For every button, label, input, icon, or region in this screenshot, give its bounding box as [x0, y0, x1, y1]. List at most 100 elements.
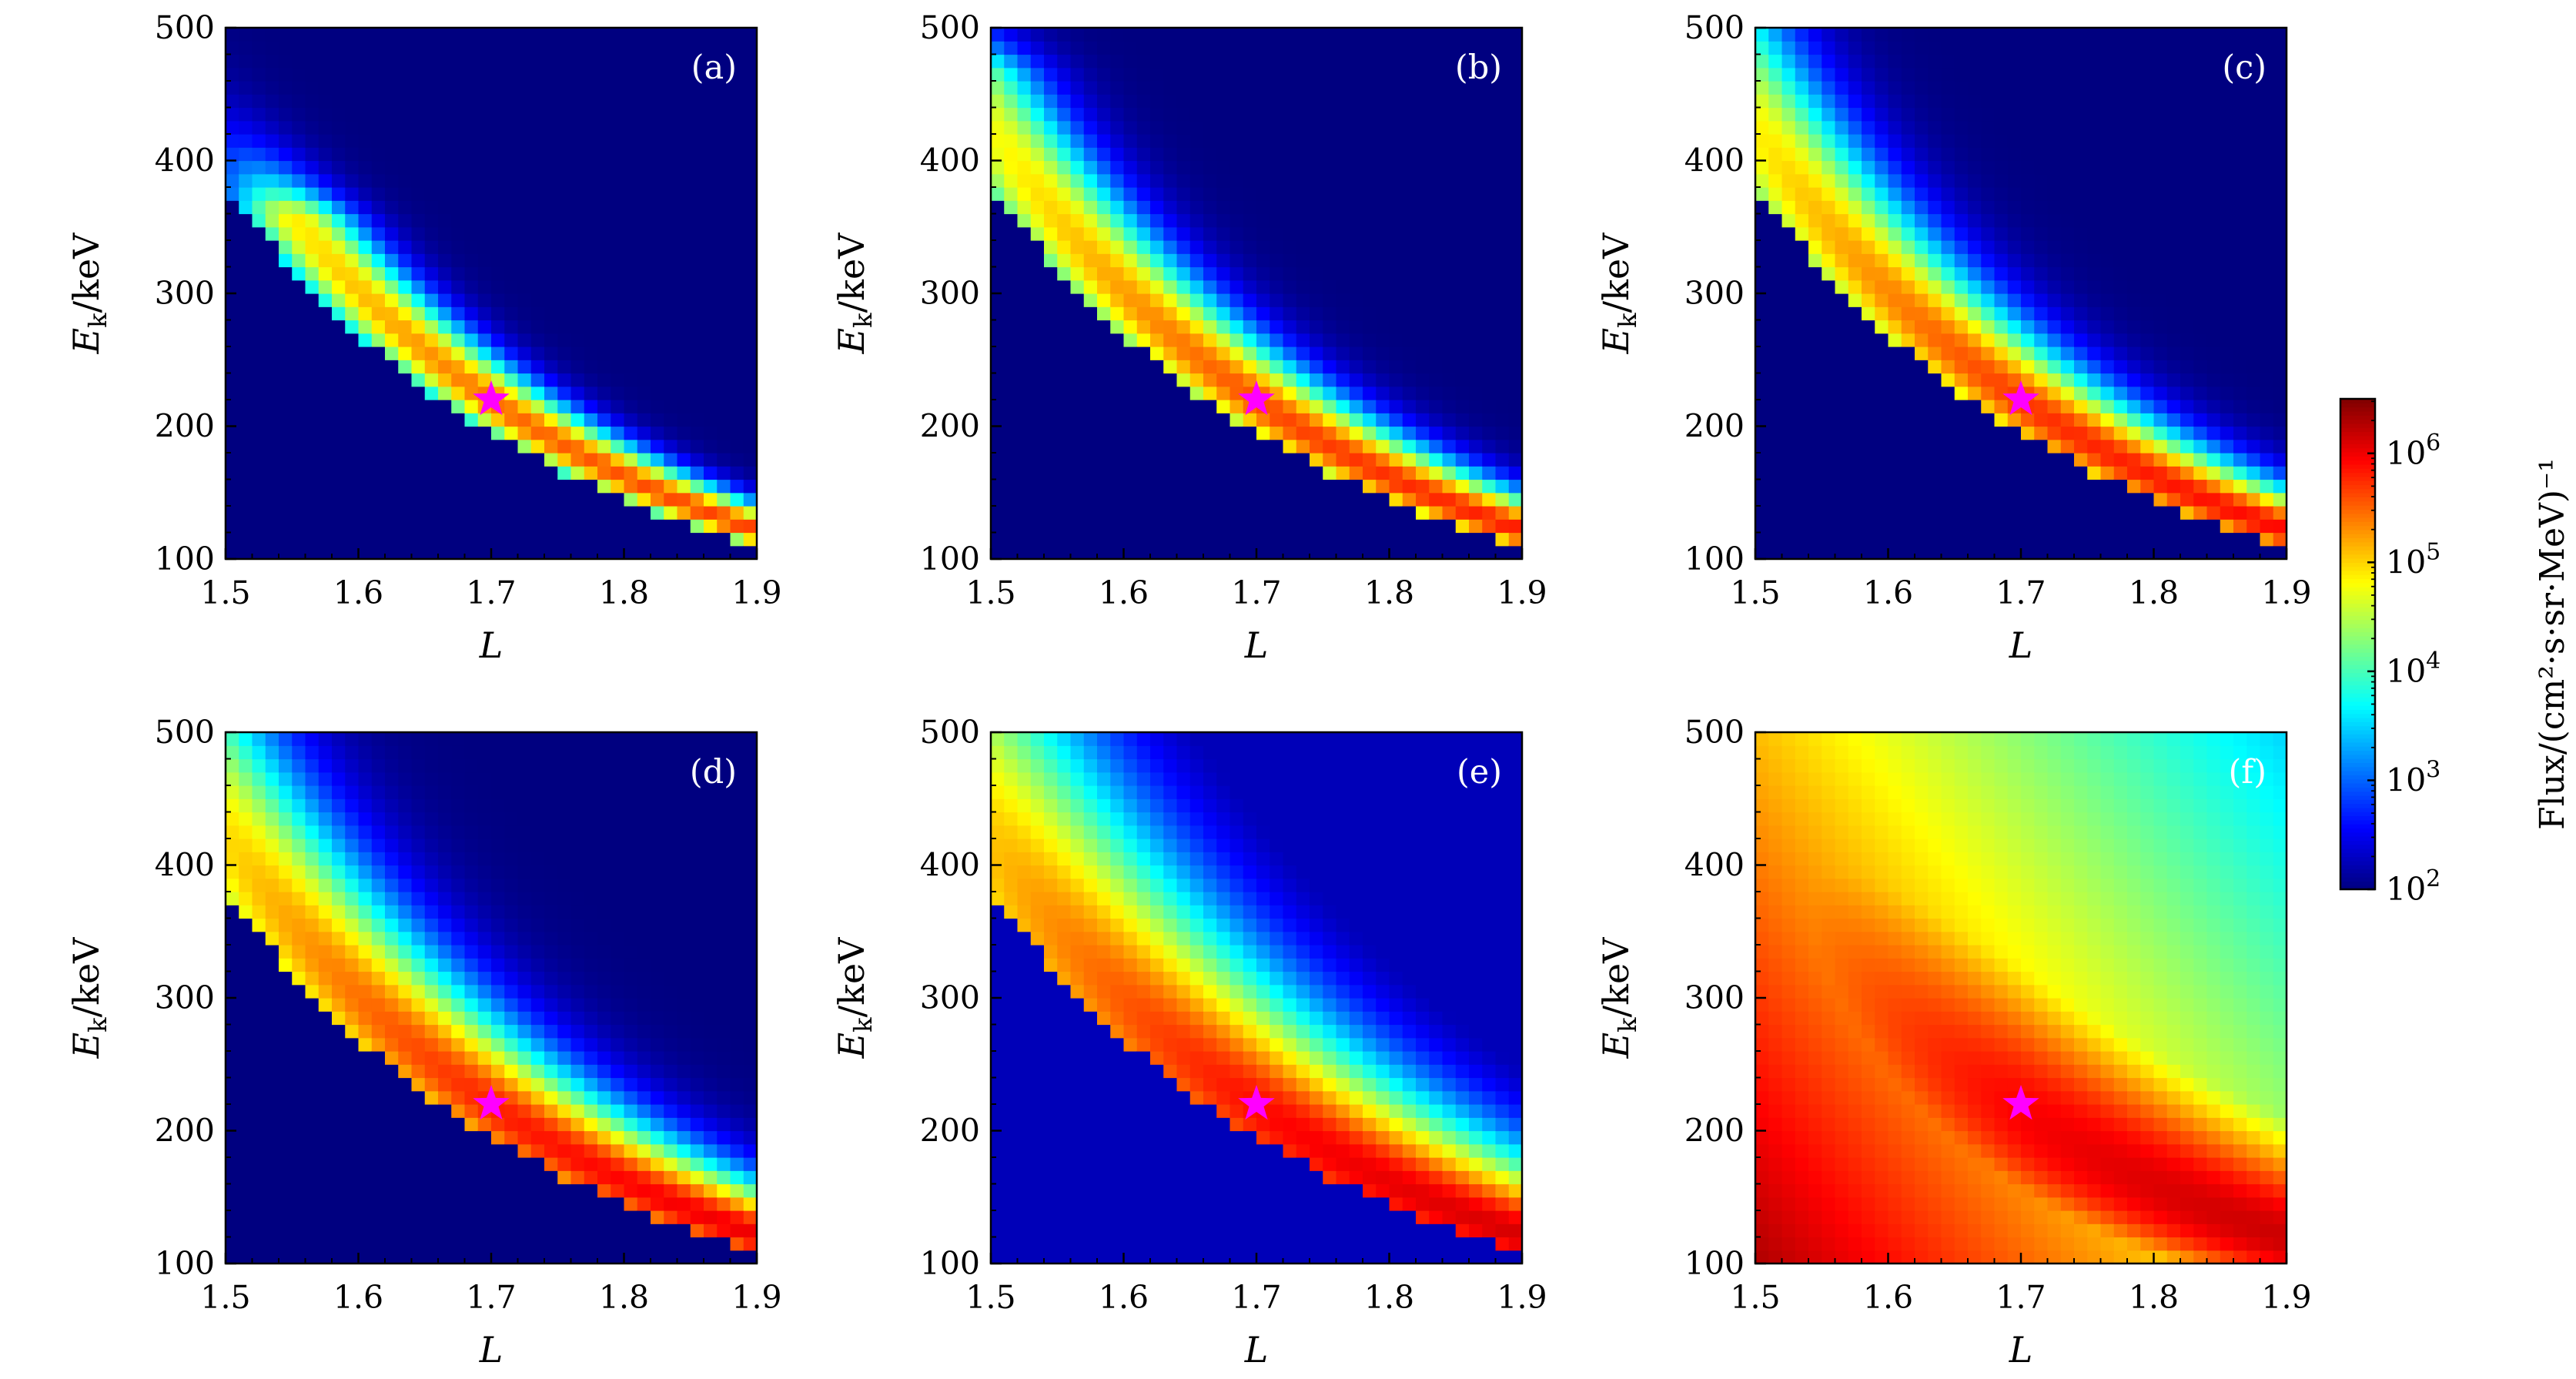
- heatmap-cell: [226, 373, 239, 387]
- heatmap-cell: [1455, 213, 1470, 228]
- heatmap-cell: [1229, 120, 1244, 135]
- heatmap-cell: [292, 373, 306, 387]
- heatmap-cell: [1243, 67, 1257, 82]
- heatmap-cell: [651, 67, 664, 82]
- heatmap-cell: [2166, 28, 2181, 42]
- heatmap-cell: [1994, 173, 2009, 188]
- heatmap-cell: [1136, 41, 1151, 55]
- heatmap-cell: [570, 253, 585, 268]
- heatmap-cell: [2220, 545, 2234, 560]
- heatmap-cell: [570, 266, 585, 281]
- heatmap-cell: [2100, 306, 2115, 321]
- x-tick-label: 1.8: [1364, 574, 1414, 611]
- heatmap-cell: [2034, 120, 2049, 135]
- heatmap-cell: [2100, 453, 2115, 467]
- heatmap-cell: [1270, 320, 1284, 334]
- heatmap-cell: [411, 439, 426, 454]
- heatmap-cell: [1862, 94, 1875, 109]
- heatmap-cell: [1848, 120, 1862, 135]
- heatmap-cell: [1389, 346, 1403, 360]
- heatmap-cell: [451, 346, 466, 360]
- heatmap-cell: [2140, 240, 2155, 254]
- heatmap-cell: [743, 466, 758, 480]
- heatmap-cell: [517, 147, 532, 162]
- heatmap-cell: [1083, 492, 1098, 507]
- heatmap-cell: [611, 506, 625, 520]
- heatmap-cell: [292, 240, 306, 254]
- heatmap-cell: [2100, 28, 2115, 42]
- heatmap-cell: [1349, 426, 1363, 440]
- heatmap-cell: [1349, 439, 1363, 454]
- heatmap-cell: [279, 519, 293, 534]
- heatmap-cell: [2260, 134, 2274, 148]
- heatmap-cell: [2166, 147, 2181, 162]
- heatmap-cell: [2233, 266, 2247, 281]
- heatmap-cell: [2233, 107, 2247, 122]
- heatmap-cell: [717, 226, 731, 241]
- heatmap-cell: [2140, 439, 2155, 454]
- heatmap-cell: [252, 426, 266, 440]
- heatmap-cell: [1795, 213, 1809, 228]
- heatmap-cell: [438, 519, 452, 534]
- heatmap-cell: [1862, 400, 1875, 413]
- heatmap-cell: [2074, 94, 2088, 109]
- heatmap-cell: [1822, 532, 1836, 547]
- heatmap-cell: [530, 187, 545, 201]
- heatmap-cell: [1442, 492, 1457, 507]
- heatmap-cell: [1416, 253, 1430, 268]
- heatmap-cell: [1402, 506, 1417, 520]
- heatmap-cell: [624, 333, 638, 347]
- heatmap-cell: [1270, 173, 1284, 188]
- heatmap-cell: [1822, 213, 1836, 228]
- heatmap-cell: [385, 373, 399, 387]
- heatmap-cell: [2034, 200, 2049, 215]
- heatmap-cell: [1994, 200, 2009, 215]
- heatmap-cell: [398, 306, 413, 321]
- heatmap-cell: [1389, 173, 1403, 188]
- heatmap-cell: [2260, 293, 2274, 307]
- heatmap-cell: [677, 320, 691, 334]
- heatmap-cell: [2273, 253, 2287, 268]
- heatmap-cell: [1941, 466, 1955, 480]
- heatmap-cell: [451, 519, 466, 534]
- heatmap-cell: [358, 81, 373, 95]
- heatmap-cell: [1030, 28, 1045, 42]
- heatmap-cell: [2127, 28, 2141, 42]
- heatmap-cell: [1097, 279, 1111, 294]
- heatmap-cell: [318, 506, 333, 520]
- heatmap-cell: [624, 360, 638, 374]
- heatmap-cell: [1376, 413, 1390, 427]
- heatmap-cell: [1968, 453, 1982, 467]
- heatmap-cell: [2060, 173, 2075, 188]
- heatmap-cell: [1416, 293, 1430, 307]
- heatmap-cell: [2273, 519, 2287, 534]
- heatmap-cell: [1768, 160, 1783, 175]
- heatmap-cell: [2047, 134, 2062, 148]
- heatmap-cell: [730, 400, 744, 413]
- heatmap-cell: [1862, 213, 1875, 228]
- heatmap-cell: [1416, 453, 1430, 467]
- heatmap-cell: [1795, 400, 1809, 413]
- heatmap-cell: [1163, 413, 1178, 427]
- heatmap-cell: [1256, 333, 1270, 347]
- heatmap-cell: [411, 279, 426, 294]
- heatmap-cell: [318, 545, 333, 560]
- heatmap-cell: [1968, 67, 1982, 82]
- heatmap-cell: [1310, 426, 1323, 440]
- heatmap-cell: [2193, 386, 2208, 400]
- heatmap-cell: [2273, 200, 2287, 215]
- heatmap-cell: [1954, 466, 1969, 480]
- heatmap-cell: [544, 333, 558, 347]
- heatmap-cell: [1822, 81, 1836, 95]
- heatmap-cell: [2153, 173, 2168, 188]
- heatmap-cell: [239, 492, 253, 507]
- heatmap-cell: [1097, 28, 1111, 42]
- heatmap-cell: [1323, 293, 1337, 307]
- heatmap-cell: [1835, 386, 1849, 400]
- heatmap-cell: [2273, 41, 2287, 55]
- heatmap-cell: [611, 413, 625, 427]
- heatmap-cell: [2007, 293, 2022, 307]
- heatmap-cell: [517, 426, 532, 440]
- heatmap-cell: [991, 120, 1005, 135]
- heatmap-cell: [517, 41, 532, 55]
